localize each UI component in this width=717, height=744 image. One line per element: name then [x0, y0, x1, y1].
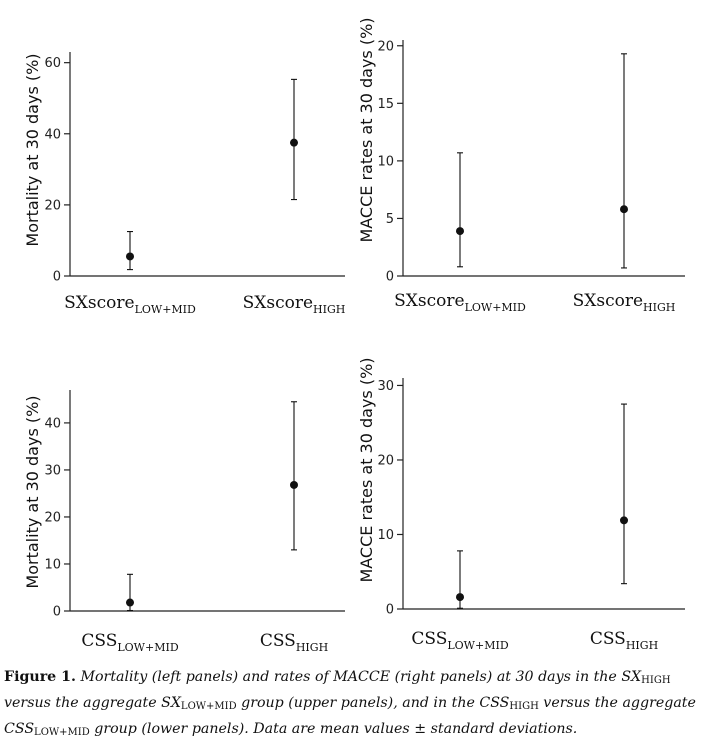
category-label-subscript: HIGH: [313, 303, 345, 316]
category-label-subscript: HIGH: [643, 301, 675, 314]
category-label-subscript: LOW+MID: [135, 303, 196, 316]
y-tick-label: 10: [44, 557, 61, 572]
mean-point: [290, 138, 298, 147]
caption-subscript: HIGH: [509, 701, 539, 712]
y-tick-label: 10: [377, 528, 394, 543]
category-label: CSSLOW+MID: [411, 629, 508, 652]
caption-segment: versus the aggregate CSS: [4, 695, 696, 737]
y-tick-label: 30: [44, 463, 61, 478]
category-label-subscript: LOW+MID: [447, 639, 508, 652]
y-axis-label: Mortality at 30 days (%): [23, 395, 42, 588]
y-tick-label: 20: [377, 453, 394, 468]
category-label-base: SXscore: [64, 293, 134, 313]
caption-subscript: HIGH: [641, 675, 671, 686]
caption-segment: versus the aggregate SX: [4, 695, 181, 711]
mean-point: [290, 480, 298, 489]
category-label-subscript: HIGH: [296, 641, 328, 654]
caption-subscript: LOW+MID: [180, 701, 237, 712]
y-tick-label: 30: [377, 379, 394, 394]
category-label-base: CSS: [590, 629, 626, 649]
category-label: CSSHIGH: [590, 629, 658, 652]
y-tick-label: 0: [386, 603, 394, 618]
y-tick-label: 15: [377, 97, 394, 112]
mean-point: [620, 205, 628, 214]
category-label-subscript: LOW+MID: [465, 301, 526, 314]
category-label-base: SXscore: [573, 291, 643, 311]
caption-text: Mortality (left panels) and rates of MAC…: [4, 669, 696, 738]
category-label-base: CSS: [81, 631, 117, 651]
mean-point: [620, 516, 628, 525]
category-label: CSSLOW+MID: [81, 631, 178, 654]
y-tick-label: 0: [53, 270, 61, 285]
category-label-base: CSS: [411, 629, 447, 649]
mean-point: [126, 252, 134, 261]
category-label: SXscoreLOW+MID: [64, 293, 196, 316]
y-tick-label: 20: [44, 198, 61, 213]
y-axis-label: MACCE rates at 30 days (%): [357, 17, 376, 242]
y-tick-label: 20: [44, 510, 61, 525]
y-axis-label: MACCE rates at 30 days (%): [357, 357, 376, 582]
category-label-base: CSS: [260, 631, 296, 651]
category-label-subscript: HIGH: [626, 639, 658, 652]
caption-label: Figure 1.: [4, 669, 76, 685]
category-label: SXscoreHIGH: [573, 291, 676, 314]
mean-point: [456, 593, 464, 602]
y-tick-label: 60: [44, 56, 61, 71]
category-label-base: SXscore: [394, 291, 464, 311]
y-tick-label: 0: [386, 270, 394, 285]
category-label-base: SXscore: [243, 293, 313, 313]
y-tick-label: 5: [386, 212, 394, 227]
mean-point: [456, 227, 464, 236]
caption-segment: Mortality (left panels) and rates of MAC…: [75, 669, 642, 685]
y-tick-label: 40: [44, 127, 61, 142]
figure-caption: Figure 1. Mortality (left panels) and ra…: [4, 666, 714, 744]
category-label: SXscoreHIGH: [243, 293, 346, 316]
category-label-subscript: LOW+MID: [117, 641, 178, 654]
caption-segment: group (lower panels). Data are mean valu…: [89, 721, 578, 737]
mean-point: [126, 598, 134, 607]
y-tick-label: 20: [377, 39, 394, 54]
caption-segment: group (upper panels), and in the CSS: [236, 695, 510, 711]
y-tick-label: 10: [377, 154, 394, 169]
category-label: CSSHIGH: [260, 631, 328, 654]
y-tick-label: 40: [44, 416, 61, 431]
y-tick-label: 0: [53, 605, 61, 620]
category-label: SXscoreLOW+MID: [394, 291, 526, 314]
y-axis-label: Mortality at 30 days (%): [23, 53, 42, 246]
caption-subscript: LOW+MID: [34, 727, 90, 738]
